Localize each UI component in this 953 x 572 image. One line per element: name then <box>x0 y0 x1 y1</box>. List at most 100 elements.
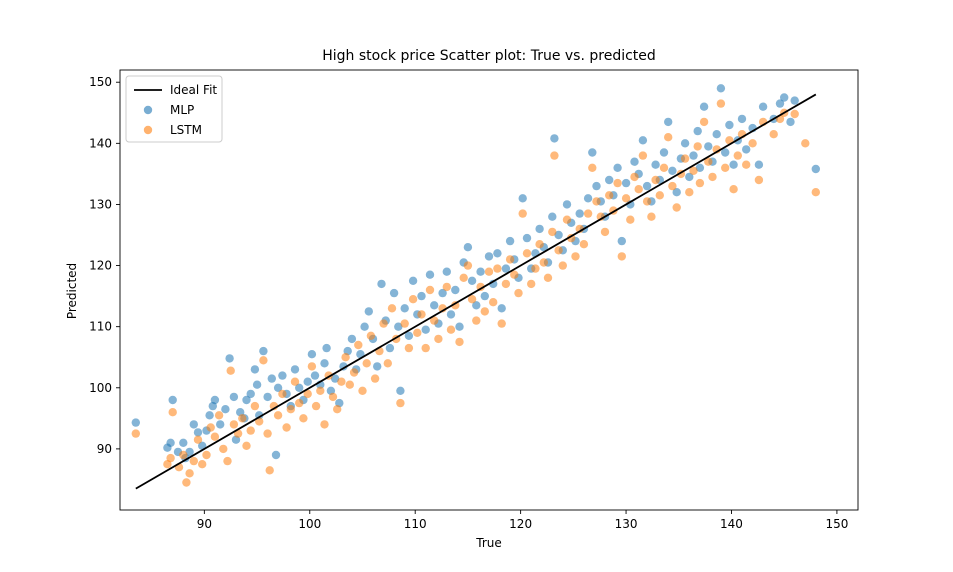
data-point-mlp <box>463 243 473 252</box>
data-point-lstm <box>400 319 409 328</box>
data-point-mlp <box>446 310 456 319</box>
data-point-lstm <box>539 258 548 267</box>
data-point-mlp <box>758 102 768 111</box>
data-point-mlp <box>617 236 626 246</box>
data-point-lstm <box>206 423 215 432</box>
y-tick-label: 90 <box>97 442 112 456</box>
data-point-mlp <box>166 438 175 447</box>
data-point-lstm <box>229 420 239 429</box>
data-point-lstm <box>417 310 426 319</box>
data-point-lstm <box>341 353 350 362</box>
data-point-lstm <box>655 191 664 200</box>
data-point-lstm <box>263 429 272 438</box>
data-point-mlp <box>780 93 789 102</box>
data-point-mlp <box>712 130 721 139</box>
data-point-mlp <box>605 175 614 185</box>
data-point-lstm <box>613 178 622 188</box>
x-tick-label: 120 <box>509 517 532 531</box>
y-tick-label: 120 <box>89 259 112 273</box>
data-point-lstm <box>366 331 376 340</box>
data-point-mlp <box>310 371 320 380</box>
data-point-mlp <box>737 114 747 124</box>
data-point-mlp <box>725 120 734 130</box>
data-point-lstm <box>408 295 418 304</box>
data-point-mlp <box>522 233 532 243</box>
data-point-mlp <box>221 405 230 414</box>
data-point-mlp <box>695 163 705 172</box>
data-point-mlp <box>484 252 494 261</box>
data-point-lstm <box>558 261 567 270</box>
data-point-lstm <box>337 377 346 386</box>
data-point-mlp <box>562 200 572 209</box>
data-point-lstm <box>328 392 338 402</box>
data-point-lstm <box>664 133 673 142</box>
data-point-mlp <box>131 418 140 427</box>
data-point-lstm <box>273 411 283 420</box>
data-point-lstm <box>307 362 317 371</box>
data-point-lstm <box>505 255 515 264</box>
data-point-lstm <box>531 264 540 273</box>
data-point-mlp <box>430 301 439 310</box>
data-point-mlp <box>630 157 639 166</box>
data-point-lstm <box>182 478 191 487</box>
data-point-lstm <box>721 163 730 172</box>
data-point-mlp <box>742 145 751 154</box>
data-point-lstm <box>680 154 690 163</box>
data-point-lstm <box>467 295 477 304</box>
x-tick-label: 110 <box>404 517 427 531</box>
data-point-lstm <box>286 405 295 414</box>
data-point-lstm <box>801 139 810 148</box>
data-point-lstm <box>672 203 681 212</box>
data-point-lstm <box>193 435 203 444</box>
data-point-mlp <box>501 264 511 273</box>
data-point-mlp <box>189 420 198 429</box>
data-point-mlp <box>451 285 460 295</box>
data-point-lstm <box>333 405 342 414</box>
plot-frame <box>119 69 859 511</box>
data-point-lstm <box>554 246 563 255</box>
data-point-lstm <box>510 270 519 279</box>
data-point-mlp <box>505 236 515 246</box>
data-point-mlp <box>693 126 702 136</box>
data-point-mlp <box>425 270 435 279</box>
data-point-mlp <box>246 389 255 399</box>
data-point-mlp <box>680 139 690 148</box>
data-point-lstm <box>421 343 430 353</box>
data-point-mlp <box>442 267 451 276</box>
legend-ideal-fit-label: Ideal Fit <box>170 83 217 97</box>
data-point-mlp <box>210 395 220 405</box>
data-point-lstm <box>522 249 532 258</box>
data-point-mlp <box>377 279 386 289</box>
data-point-mlp <box>216 420 225 429</box>
data-point-mlp <box>250 365 260 374</box>
data-point-lstm <box>259 356 268 365</box>
data-point-lstm <box>634 185 643 194</box>
data-point-mlp <box>273 383 283 392</box>
data-point-mlp <box>729 160 738 169</box>
data-point-lstm <box>600 227 610 237</box>
data-point-lstm <box>617 252 626 261</box>
data-point-lstm <box>693 142 702 151</box>
data-point-mlp <box>554 230 563 240</box>
legend-box <box>125 75 223 143</box>
data-point-lstm <box>527 279 536 289</box>
data-point-mlp <box>668 166 677 175</box>
data-point-mlp <box>278 371 287 380</box>
data-point-lstm <box>358 386 367 395</box>
data-point-lstm <box>548 227 557 237</box>
data-point-mlp <box>583 194 593 203</box>
data-point-mlp <box>205 411 214 420</box>
y-axis-label: Predicted <box>65 263 79 319</box>
data-point-mlp <box>651 160 660 169</box>
y-tick-label: 150 <box>89 75 112 89</box>
data-point-lstm <box>430 316 439 325</box>
x-tick-label: 90 <box>197 517 212 531</box>
data-point-lstm <box>668 181 677 191</box>
data-point-lstm <box>769 130 778 139</box>
data-point-lstm <box>316 386 325 395</box>
data-point-mlp <box>685 172 694 182</box>
data-point-mlp <box>497 304 506 313</box>
data-point-mlp <box>689 151 698 160</box>
data-point-lstm <box>250 401 260 411</box>
data-point-lstm <box>480 307 489 316</box>
